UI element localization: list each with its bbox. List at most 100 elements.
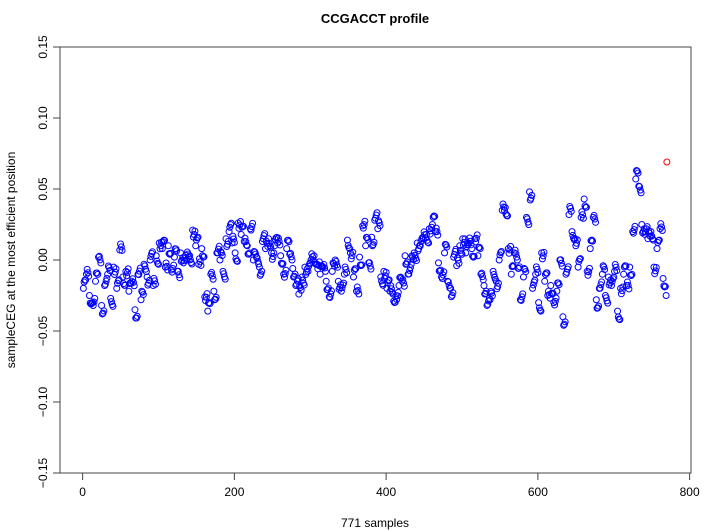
data-point: [657, 220, 665, 228]
data-point: [656, 225, 664, 233]
data-point: [488, 292, 496, 300]
data-point: [170, 261, 178, 269]
data-point: [452, 245, 460, 253]
data-point: [457, 249, 465, 257]
data-point: [82, 270, 90, 278]
data-point: [579, 211, 587, 219]
data-point: [655, 236, 663, 244]
data-point: [589, 237, 597, 245]
data-point: [97, 259, 105, 267]
data-point: [94, 270, 102, 278]
data-point: [186, 256, 194, 264]
data-point: [483, 301, 491, 309]
data-point: [361, 217, 369, 225]
data-point: [231, 249, 239, 257]
data-point: [270, 249, 278, 257]
data-point: [279, 260, 287, 268]
data-point: [455, 259, 463, 267]
data-point: [352, 265, 360, 273]
data-point: [194, 233, 202, 241]
data-point: [129, 278, 137, 286]
data-point: [501, 203, 509, 211]
data-point: [540, 248, 548, 256]
x-tick-label: 0: [79, 485, 86, 499]
data-point: [585, 268, 593, 276]
data-point: [107, 298, 115, 306]
data-point: [393, 295, 401, 303]
data-point: [114, 277, 122, 285]
data-point: [365, 259, 373, 267]
data-point: [637, 189, 645, 197]
data-point: [599, 262, 607, 270]
data-point: [297, 286, 305, 294]
data-point: [403, 258, 411, 266]
data-point: [462, 249, 470, 257]
data-point: [534, 269, 542, 277]
data-point: [161, 236, 169, 244]
data-point: [406, 264, 414, 272]
data-point: [249, 219, 257, 227]
data-point: [354, 286, 362, 294]
data-point: [509, 262, 517, 270]
data-point: [582, 203, 590, 211]
y-tick-label: 0.15: [36, 35, 50, 59]
y-tick-label: −0.10: [36, 386, 50, 417]
data-point: [444, 278, 452, 286]
data-point: [205, 299, 213, 307]
data-point: [148, 248, 156, 256]
data-point: [247, 226, 255, 234]
data-point: [170, 253, 178, 261]
data-point: [229, 232, 237, 240]
data-point: [529, 284, 537, 292]
data-point: [241, 234, 249, 242]
data-point: [607, 282, 615, 290]
data-point: [512, 250, 520, 258]
data-point: [647, 228, 655, 236]
data-point: [529, 281, 537, 289]
data-point: [472, 238, 480, 246]
data-point: [620, 270, 628, 278]
data-point: [348, 252, 356, 260]
data-point: [299, 276, 307, 284]
data-point: [100, 307, 108, 315]
data-point: [175, 271, 183, 279]
data-point: [584, 271, 592, 279]
data-point: [327, 287, 335, 295]
data-point: [320, 260, 328, 268]
data-point: [146, 256, 154, 264]
data-point: [111, 268, 119, 276]
data-point: [356, 253, 364, 261]
data-point: [661, 283, 669, 291]
data-point: [123, 272, 131, 280]
data-point: [353, 283, 361, 291]
data-point: [601, 265, 609, 273]
data-point: [239, 222, 247, 230]
data-point: [634, 169, 642, 177]
data-point: [370, 238, 378, 246]
data-point: [466, 234, 474, 242]
data-point: [327, 290, 335, 298]
data-point: [308, 250, 316, 258]
data-point: [285, 238, 293, 246]
data-point: [131, 306, 139, 314]
data-point: [636, 183, 644, 191]
data-point: [200, 253, 208, 261]
data-point: [431, 212, 439, 220]
data-point: [130, 282, 138, 290]
data-point: [616, 316, 624, 324]
data-point: [652, 263, 660, 271]
data-point: [449, 289, 457, 297]
data-point: [243, 241, 251, 249]
data-point: [366, 262, 374, 270]
data-point: [465, 239, 473, 247]
data-point: [113, 284, 121, 292]
data-point: [101, 282, 109, 290]
data-point: [275, 237, 283, 245]
highlighted-data-point: [663, 158, 671, 166]
data-points: [79, 158, 671, 329]
data-point: [517, 296, 525, 304]
data-point: [441, 249, 449, 257]
data-point: [269, 253, 277, 261]
data-point: [288, 256, 296, 264]
data-point: [387, 282, 395, 290]
